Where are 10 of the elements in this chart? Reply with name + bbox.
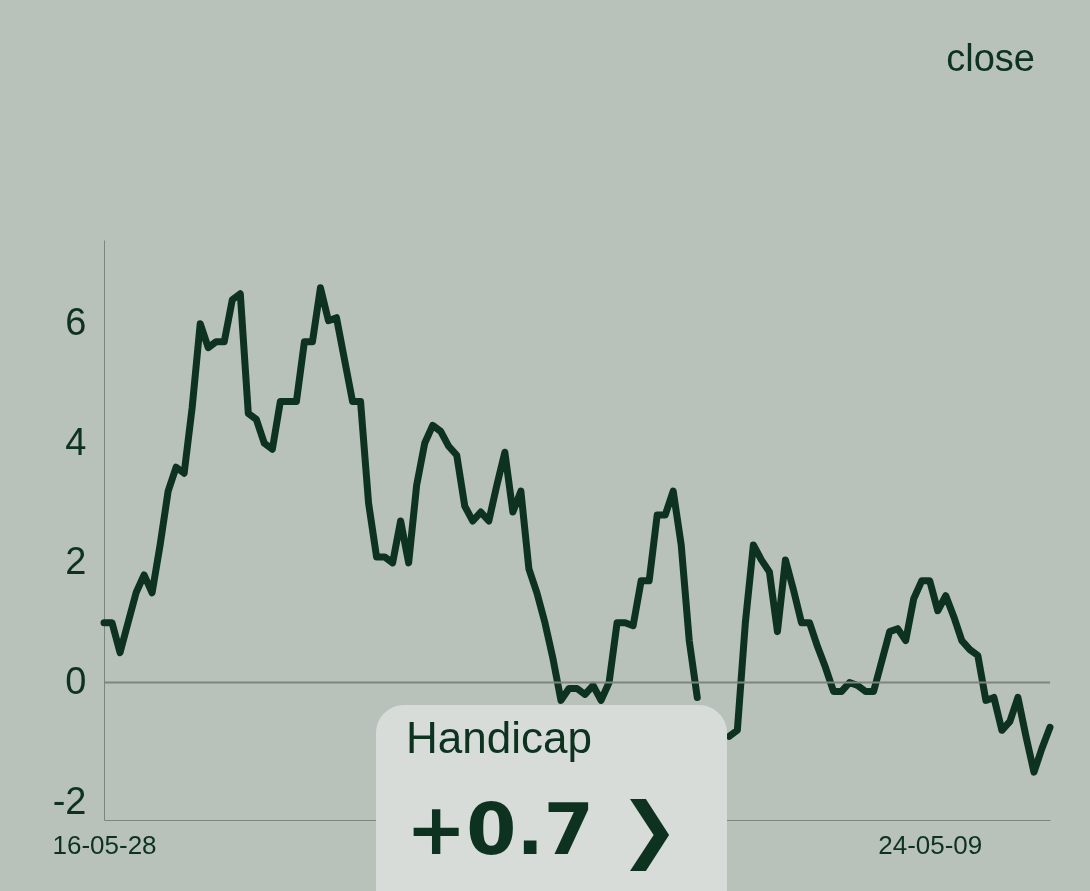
y-tick-label: 4 <box>65 420 87 463</box>
y-tick-label: 2 <box>65 540 87 583</box>
x-tick-label: 24-05-09 <box>878 829 983 860</box>
y-tick-label: 0 <box>65 659 87 702</box>
x-tick-label: 16-05-28 <box>52 829 157 860</box>
y-tick-label: 6 <box>65 301 87 344</box>
annotation: +0.7 ❯ <box>406 787 680 872</box>
annotation: Handicap <box>406 713 592 762</box>
y-tick-label: -2 <box>52 779 87 822</box>
text: close <box>946 37 1035 79</box>
